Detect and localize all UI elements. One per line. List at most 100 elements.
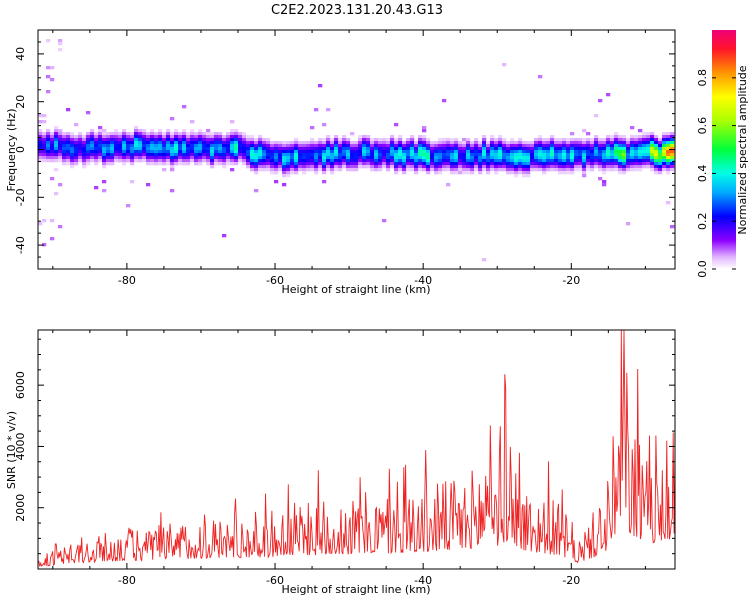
spectrogram-cell: [594, 162, 599, 166]
spectrogram-cell: [302, 156, 307, 160]
spectrogram-cell: [630, 138, 635, 142]
spectrogram-cell: [46, 39, 51, 43]
spectrogram-cell: [322, 147, 327, 151]
spectrogram-cell: [494, 171, 499, 175]
spectrogram-cell: [206, 162, 211, 166]
spectrogram-cell: [242, 159, 247, 163]
spectrogram-cell: [226, 159, 231, 163]
spectrogram-cell: [110, 138, 115, 142]
spectrogram-cell: [466, 153, 471, 157]
spectrogram-cell: [662, 141, 667, 145]
spectrogram-cell: [538, 159, 543, 163]
spectrogram-cell: [650, 141, 655, 145]
spectrogram-cell: [90, 141, 95, 145]
spectrogram-cell: [402, 147, 407, 151]
spectrogram-cell: [202, 141, 207, 145]
spectrogram-cell: [622, 153, 627, 157]
spectrogram-cell: [406, 144, 411, 148]
spectrogram-cell: [190, 156, 195, 160]
spectrogram-cell: [46, 156, 51, 160]
spectrogram-cell: [598, 168, 603, 172]
spectrogram-cell: [130, 162, 135, 166]
spectrogram-cell: [546, 156, 551, 160]
spectrogram-cell: [578, 147, 583, 151]
spectrogram-cell: [62, 150, 67, 154]
spectrogram-cell: [166, 162, 171, 166]
spectrogram-cell: [54, 144, 59, 148]
spectrogram-cell: [114, 147, 119, 151]
x-tick-label: -20: [562, 574, 580, 587]
spectrogram-cell: [626, 138, 631, 142]
spectrogram-cell: [58, 42, 63, 46]
spectrogram-cell: [470, 162, 475, 166]
spectrogram-cell: [530, 165, 535, 169]
spectrogram-cell: [654, 168, 659, 172]
spectrogram-cell: [550, 165, 555, 169]
spectrogram-cell: [42, 243, 47, 247]
spectrogram-cell: [262, 156, 267, 160]
spectrogram-cell: [258, 147, 263, 151]
spectrogram-cell: [386, 165, 391, 169]
spectrogram-cell: [590, 165, 595, 169]
spectrogram-cell: [58, 141, 63, 145]
spectrogram-cell: [62, 159, 67, 163]
spectrogram-cell: [478, 141, 483, 145]
spectrogram-cell: [178, 138, 183, 142]
spectrogram-cell: [258, 138, 263, 142]
spectrogram-cell: [146, 138, 151, 142]
spectrogram-cell: [546, 144, 551, 148]
spectrogram-cell: [306, 162, 311, 166]
spectrogram-cell: [338, 153, 343, 157]
spectrogram-cell: [130, 180, 135, 184]
spectrogram-cell: [502, 165, 507, 169]
spectrogram-cell: [426, 147, 431, 151]
spectrogram-cell: [306, 144, 311, 148]
spectrogram-cell: [518, 162, 523, 166]
spectrogram-cell: [154, 159, 159, 163]
spectrogram-cell: [334, 153, 339, 157]
spectrogram-cell: [606, 135, 611, 139]
spectrogram-cell: [258, 159, 263, 163]
spectrogram-cell: [634, 159, 639, 163]
y-tick-label: -40: [14, 236, 27, 254]
spectrogram-cell: [654, 147, 659, 151]
spectrogram-cell: [602, 171, 607, 175]
spectrogram-cell: [178, 144, 183, 148]
spectrogram-cell: [194, 150, 199, 154]
spectrogram-cell: [62, 132, 67, 136]
spectrogram-cell: [434, 153, 439, 157]
spectrogram-cell: [46, 90, 51, 94]
spectrogram-cell: [290, 165, 295, 169]
spectrogram-cell: [182, 138, 187, 142]
spectrogram-cell: [78, 147, 83, 151]
spectrogram-cell: [178, 162, 183, 166]
spectrogram-cell: [402, 150, 407, 154]
spectrogram-cell: [622, 162, 627, 166]
spectrogram-cell: [458, 162, 463, 166]
spectrogram-cell: [418, 153, 423, 157]
spectrogram-cell: [58, 48, 63, 52]
spectrogram-cell: [302, 147, 307, 151]
spectrogram-cell: [106, 156, 111, 160]
spectrogram-cell: [250, 165, 255, 169]
spectrogram-cell: [522, 168, 527, 172]
spectrogram-cell: [214, 135, 219, 139]
spectrogram-cell: [518, 168, 523, 172]
spectrogram-cell: [170, 138, 175, 142]
spectrogram-cell: [314, 171, 319, 175]
spectrogram-cell: [226, 132, 231, 136]
spectrogram-cell: [274, 144, 279, 148]
spectrogram-cell: [342, 165, 347, 169]
x-tick-label: -40: [414, 574, 432, 587]
spectrogram-cell: [82, 144, 87, 148]
spectrogram-cell: [578, 144, 583, 148]
spectrogram-cell: [74, 147, 79, 151]
spectrogram-cell: [354, 141, 359, 145]
spectrogram-cell: [246, 138, 251, 142]
figure-title: C2E2.2023.131.20.43.G13: [271, 3, 443, 18]
spectrogram-cell: [146, 132, 151, 136]
spectrogram-cell: [338, 147, 343, 151]
spectrogram-cell: [334, 144, 339, 148]
spectrogram-cell: [474, 156, 479, 160]
spectrogram-cell: [590, 141, 595, 145]
